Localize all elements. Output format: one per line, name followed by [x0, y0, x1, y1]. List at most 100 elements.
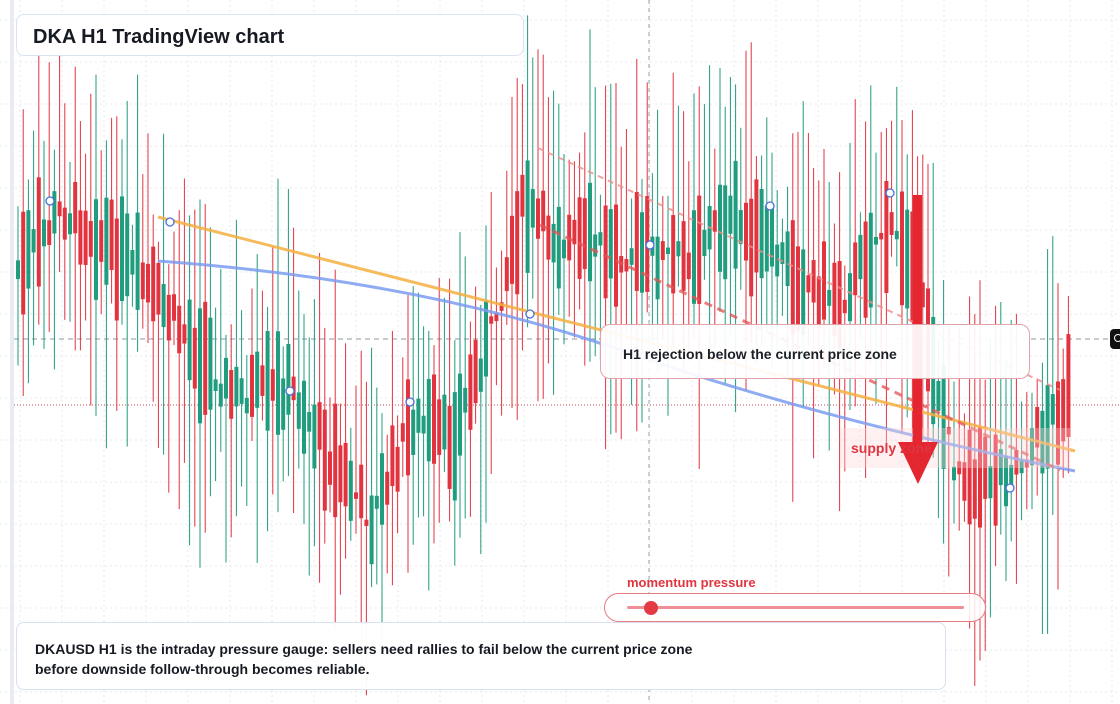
candle-body [801, 249, 806, 335]
candle-body [556, 206, 561, 289]
candle-body [593, 234, 598, 257]
candle-body [270, 369, 275, 401]
pivot-circle-icon [405, 397, 415, 407]
price-tag-icon[interactable] [1110, 329, 1120, 349]
candle-body [858, 234, 863, 280]
candle-body [478, 358, 483, 392]
candle-body [359, 464, 364, 519]
chart-title: DKA H1 TradingView chart [33, 26, 285, 48]
candle-body [837, 261, 842, 349]
candle-body [317, 402, 322, 450]
candle-body [146, 263, 150, 303]
candle-body [598, 232, 603, 246]
candle-body [884, 180, 889, 293]
momentum-gauge[interactable] [604, 593, 986, 622]
resistance-line [537, 147, 1061, 391]
candle-body [432, 374, 436, 464]
candle-body [905, 209, 910, 309]
candle-body [702, 229, 707, 257]
momentum-gauge-knob[interactable] [643, 601, 658, 615]
candle-body [681, 221, 686, 291]
analysis-note-text: DKAUSD H1 is the intraday pressure gauge… [35, 641, 693, 677]
candle-body [172, 294, 176, 321]
candle-body [83, 210, 88, 266]
candle-body [57, 201, 62, 217]
candle-body [36, 177, 41, 287]
analysis-note-card: DKAUSD H1 is the intraday pressure gauge… [16, 622, 946, 690]
candle-body [286, 343, 291, 415]
candle-body [395, 446, 400, 492]
candle-body [936, 380, 941, 411]
candle-body [894, 230, 899, 240]
candle-body [1024, 459, 1029, 468]
candle-body [21, 211, 26, 315]
candle-body [348, 460, 353, 521]
candle-body [848, 273, 852, 322]
pivot-circle-icon [765, 201, 775, 211]
candle-body [229, 369, 234, 419]
candle-body [796, 246, 800, 331]
candle-body [1009, 464, 1014, 486]
candle-body [780, 242, 785, 264]
candle-body [473, 339, 478, 404]
candle-body [551, 223, 556, 263]
candle-body [889, 212, 894, 235]
pivot-circle-icon [45, 196, 55, 206]
title-card: DKA H1 TradingView chart [16, 14, 524, 56]
candle-body [676, 241, 681, 257]
candle-body [900, 191, 904, 306]
candle-body [572, 219, 577, 245]
candle-body [957, 461, 962, 475]
candle-body [125, 213, 130, 297]
candle-body [744, 202, 748, 261]
candle-body [130, 250, 135, 275]
candle-body [738, 210, 743, 245]
candle-body [879, 232, 884, 240]
candle-body [640, 212, 644, 293]
candle-body [655, 236, 660, 300]
candle-body [983, 436, 988, 499]
candle-body [874, 236, 878, 245]
candle-body [208, 317, 213, 410]
candle-body [499, 302, 504, 311]
candle-body [120, 196, 124, 302]
candle-body [1035, 407, 1040, 448]
candle-body [588, 182, 592, 282]
candle-body [608, 209, 613, 279]
candle-body [967, 429, 972, 525]
candle-body [1004, 455, 1008, 507]
candle-body [718, 184, 722, 272]
candle-body [104, 197, 109, 285]
candle-body [582, 198, 587, 270]
candle-body [993, 434, 998, 526]
candle-body [26, 210, 31, 289]
candle-body [785, 231, 790, 287]
candle-body [697, 195, 702, 304]
candle-body [73, 181, 78, 234]
candle-body [863, 221, 868, 318]
candle-body [411, 409, 416, 455]
candle-body [962, 462, 967, 501]
candle-body [42, 219, 46, 247]
candle-body [385, 471, 390, 505]
candle-body [510, 215, 514, 284]
candle-body [946, 427, 951, 435]
candle-body [520, 174, 525, 217]
candle-body [811, 260, 816, 303]
candle-body [78, 210, 83, 265]
candle-body [920, 282, 925, 308]
candle-body [660, 241, 665, 261]
down-arrow-icon-shaft [913, 195, 922, 445]
candle-body [452, 392, 457, 501]
candle-body [31, 229, 36, 253]
candle-body [218, 383, 223, 407]
momentum-gauge-track [627, 606, 964, 609]
candle-body [952, 466, 956, 481]
candle-body [816, 276, 821, 329]
candle-body [369, 495, 374, 565]
candle-body [546, 215, 551, 260]
candle-body [1014, 449, 1019, 475]
candle-body [577, 197, 582, 279]
candle-body [728, 195, 733, 234]
